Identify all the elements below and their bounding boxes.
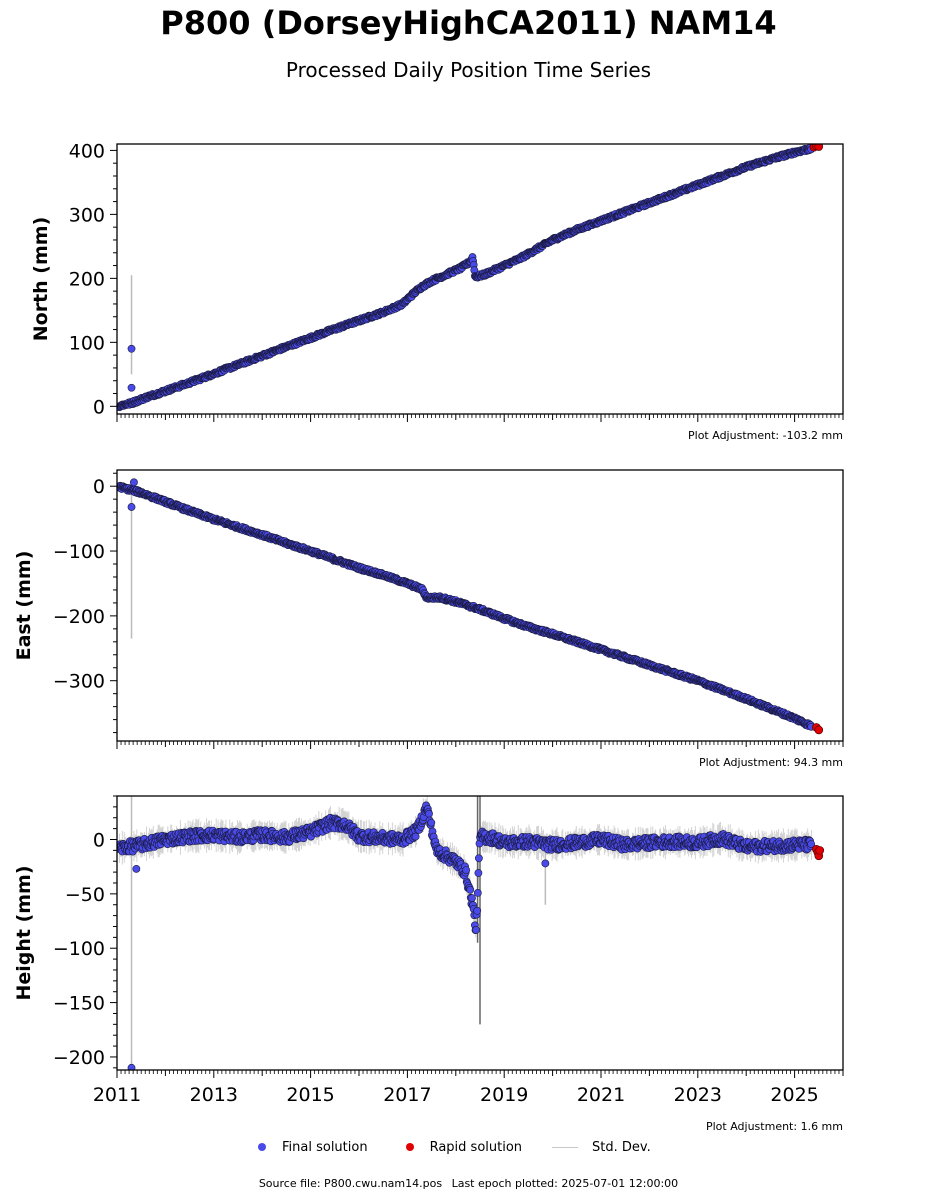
north-plot-adjustment: Plot Adjustment: -103.2 mm bbox=[688, 429, 843, 442]
east-rapid-points bbox=[812, 723, 824, 735]
north-panel: 0 100 200 300 400 North (mm) Plot Adjustment: … bbox=[30, 140, 844, 442]
east-ytick-label: −200 bbox=[53, 606, 105, 628]
east-panel: 0 −100 −200 −300 East (mm) Plot Adjustment: 9… bbox=[13, 469, 844, 769]
east-outlier-point bbox=[127, 503, 136, 511]
east-outlier-point bbox=[130, 478, 138, 487]
north-ytick-label: 300 bbox=[69, 204, 105, 226]
north-ytick-label: 200 bbox=[69, 268, 105, 290]
height-final-points bbox=[117, 801, 816, 1070]
east-plot-adjustment: Plot Adjustment: 94.3 mm bbox=[699, 756, 843, 769]
north-rapid-point bbox=[814, 144, 824, 151]
east-rapid-point bbox=[814, 725, 824, 735]
east-ytick-label: −300 bbox=[53, 671, 105, 693]
north-final-points bbox=[117, 144, 816, 412]
north-outlier-point bbox=[127, 344, 136, 353]
height-plot-area bbox=[117, 796, 825, 1070]
north-outlier-point bbox=[127, 383, 136, 392]
north-rapid-points bbox=[809, 144, 824, 152]
east-ytick-label: 0 bbox=[93, 476, 105, 498]
east-final-points bbox=[117, 478, 816, 731]
north-ytick-label: 100 bbox=[69, 332, 105, 354]
east-ytick-label: −100 bbox=[53, 541, 105, 563]
east-ylabel: East (mm) bbox=[13, 551, 35, 661]
east-plot-area bbox=[117, 478, 824, 735]
north-ylabel: North (mm) bbox=[30, 217, 52, 342]
north-plot-area bbox=[117, 144, 824, 412]
north-ytick-label: 400 bbox=[69, 140, 105, 162]
north-ytick-label: 0 bbox=[93, 396, 105, 418]
